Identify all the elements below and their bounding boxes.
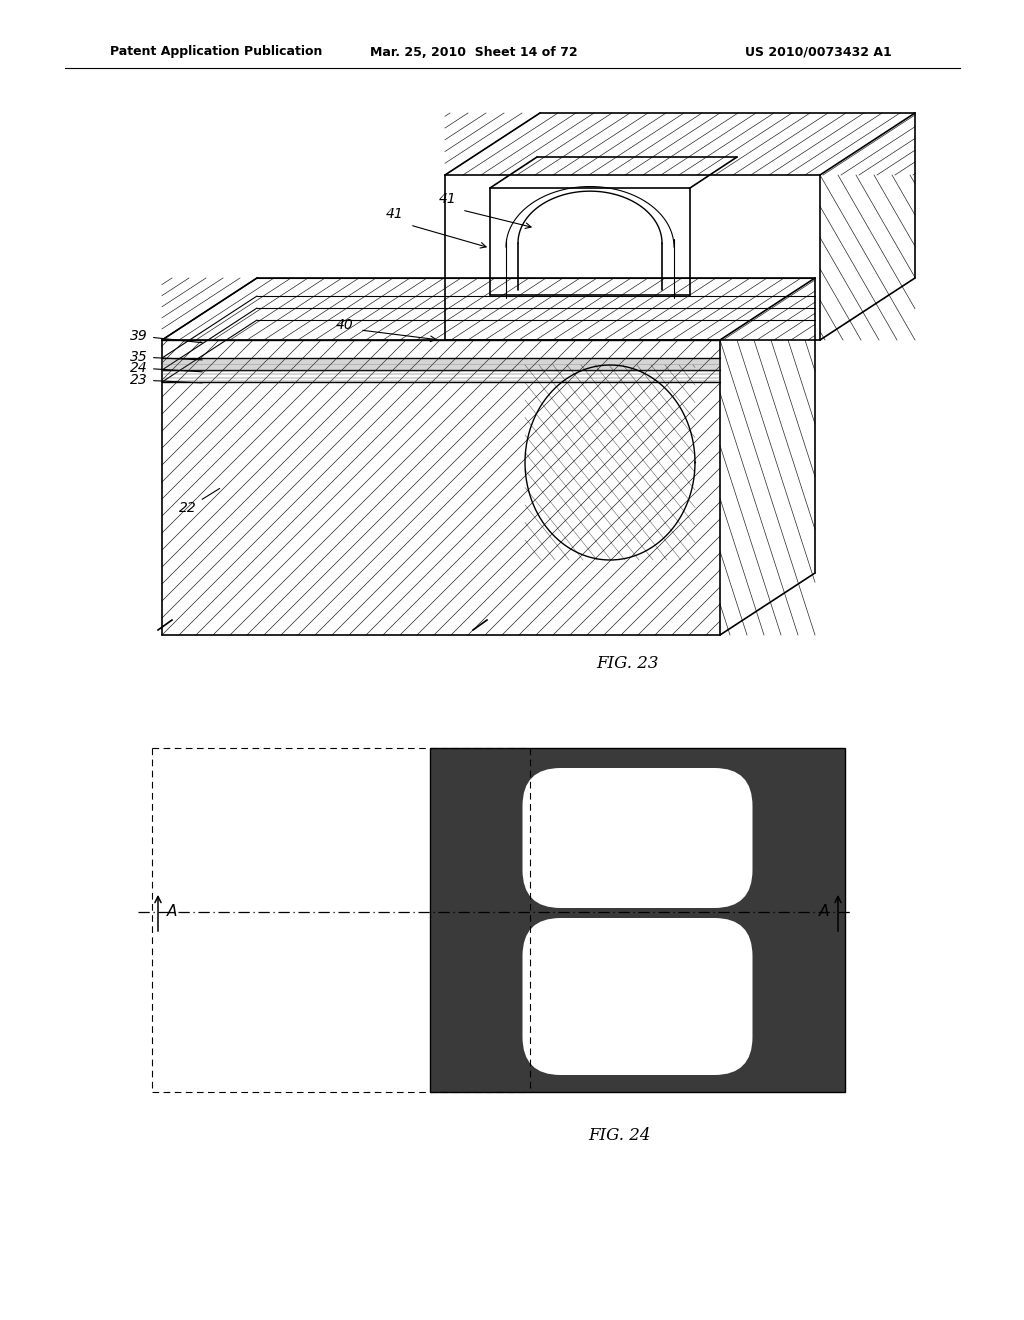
Bar [430,748,845,1092]
Text: A: A [167,904,177,920]
Text: FIG. 24: FIG. 24 [589,1127,651,1144]
Text: 24: 24 [130,360,202,375]
Text: Mar. 25, 2010  Sheet 14 of 72: Mar. 25, 2010 Sheet 14 of 72 [370,45,578,58]
FancyBboxPatch shape [522,917,753,1074]
Text: 41: 41 [386,207,403,220]
FancyBboxPatch shape [522,768,753,908]
Text: 41: 41 [439,191,457,206]
Text: 39: 39 [130,329,202,343]
Text: 22: 22 [179,488,219,515]
Text: 23: 23 [130,374,202,387]
Text: 40: 40 [336,318,354,333]
Text: 35: 35 [130,350,202,364]
Text: Patent Application Publication: Patent Application Publication [110,45,323,58]
Text: FIG. 23: FIG. 23 [597,655,659,672]
Text: A: A [818,904,829,920]
Text: US 2010/0073432 A1: US 2010/0073432 A1 [745,45,892,58]
